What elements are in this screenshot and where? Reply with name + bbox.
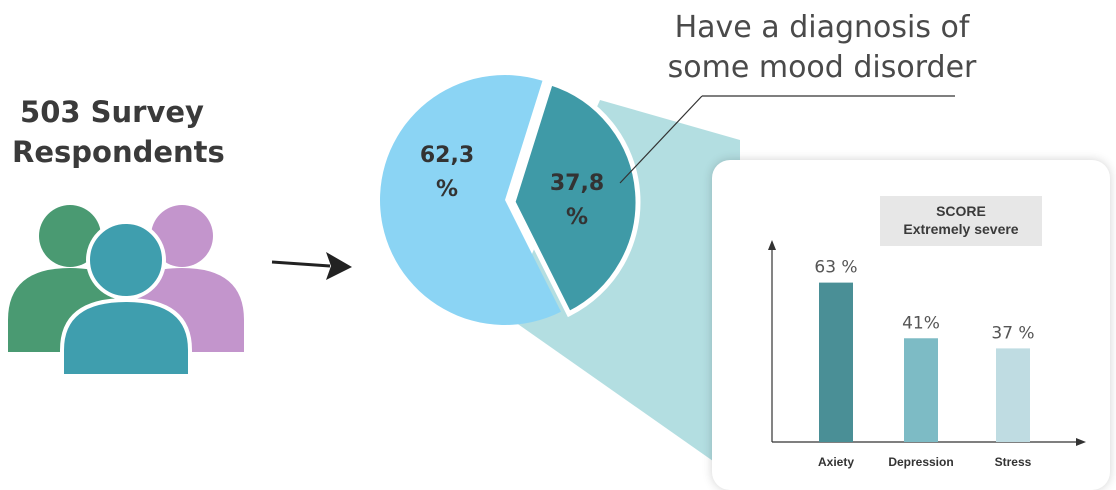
pie-chart: 62,3% 37,8% — [380, 75, 641, 325]
category-label: Axiety — [818, 455, 854, 469]
bar-axiety — [819, 282, 853, 442]
category-label: Depression — [888, 455, 953, 469]
respondents-line-2: Respondents — [12, 135, 225, 169]
people-group-icon — [8, 205, 244, 378]
diagnosis-line-2: some mood disorder — [667, 50, 977, 85]
bar-value-label: 41% — [902, 313, 940, 333]
score-subtitle: Extremely severe — [903, 221, 1019, 237]
right-arrow-icon — [271, 252, 352, 280]
bar-stress — [996, 348, 1030, 442]
diagnosis-pointer-line — [619, 95, 703, 184]
score-title: SCORE — [936, 203, 986, 219]
x-axis-arrow-icon — [1076, 438, 1086, 446]
diagnosis-line-1: Have a diagnosis of — [674, 10, 970, 45]
pie-slice-diagnosis — [510, 79, 641, 318]
bar-value-label: 63 % — [814, 258, 857, 278]
category-label: Stress — [995, 455, 1032, 469]
respondents-count-label: 503 Survey Respondents — [12, 92, 225, 172]
bar-depression — [904, 338, 938, 442]
bar-value-label: 37 % — [991, 323, 1034, 343]
pie-label-diagnosis: 37,8% — [550, 171, 604, 230]
diagnosis-annotation: Have a diagnosis of some mood disorder — [652, 8, 992, 88]
respondents-line-1: 503 Survey — [20, 95, 204, 129]
y-axis-arrow-icon — [768, 240, 776, 250]
pie-label-no-diagnosis: 62,3% — [420, 143, 474, 202]
score-legend-box: SCORE Extremely severe — [880, 196, 1042, 246]
pie-slice-no-diagnosis — [380, 75, 561, 325]
